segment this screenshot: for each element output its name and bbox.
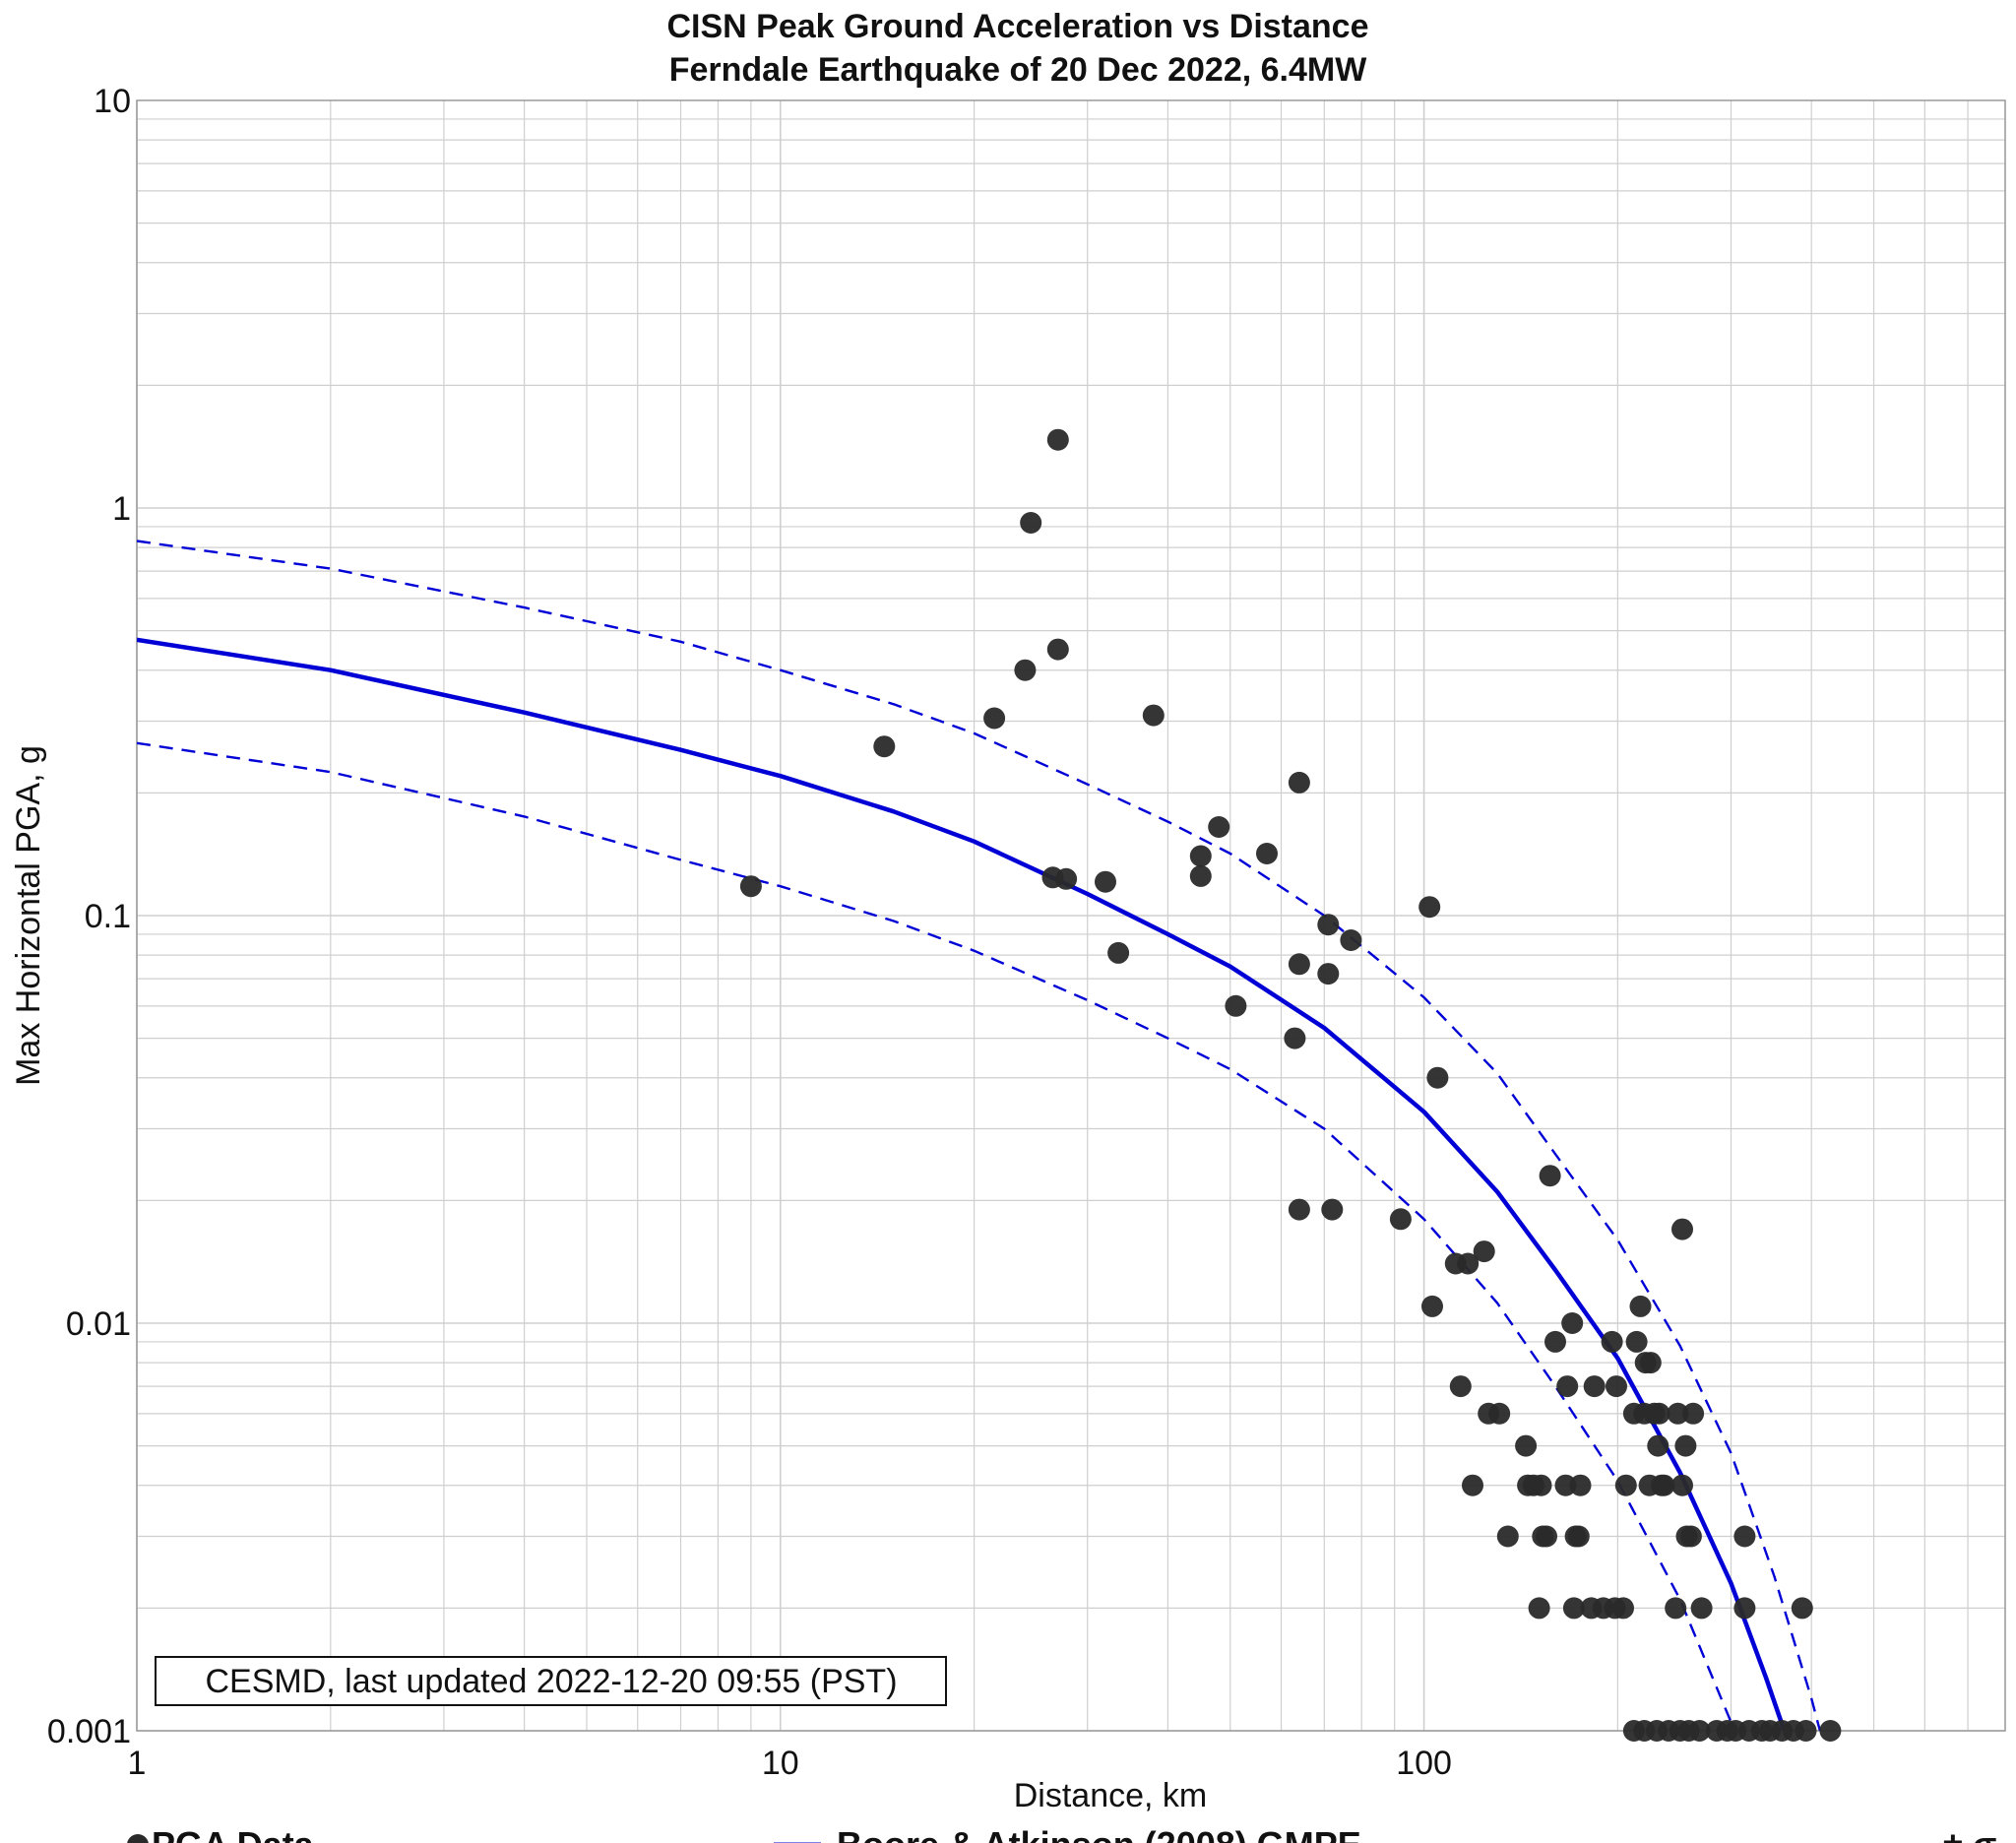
data-point (1614, 1474, 1637, 1496)
data-point (1418, 896, 1441, 919)
gmpe-curves (137, 540, 1822, 1731)
data-point (1317, 914, 1340, 936)
data-point (1046, 638, 1069, 661)
data-point (1648, 1402, 1670, 1425)
data-point (1208, 816, 1230, 838)
data-point (1539, 1165, 1561, 1187)
data-point (1612, 1597, 1634, 1620)
data-point (1288, 953, 1310, 976)
data-point (1536, 1525, 1557, 1548)
y-tick-label: 1 (112, 490, 131, 528)
data-point (1647, 1434, 1670, 1457)
data-point (1340, 929, 1362, 951)
chart-subtitle: Ferndale Earthquake of 20 Dec 2022, 6.4M… (669, 51, 1368, 89)
grid (136, 100, 2006, 1732)
data-point (1671, 1218, 1693, 1240)
data-point (1462, 1474, 1483, 1496)
data-point (739, 875, 762, 898)
data-point (1733, 1525, 1756, 1548)
data-point (1225, 994, 1247, 1017)
annotation-box: CESMD, last updated 2022-12-20 09:55 (PS… (155, 1656, 947, 1706)
data-point (1055, 867, 1078, 890)
legend-label-sigma: ± σ (1943, 1824, 1996, 1843)
y-tick-label: 10 (94, 83, 131, 120)
legend-label-gmpe: Boore & Atkinson (2008) GMPE (837, 1824, 1361, 1843)
sigma-line (137, 540, 1822, 1731)
data-point (1421, 1295, 1443, 1317)
data-point (1046, 428, 1069, 451)
y-tick-label: 0.01 (66, 1305, 131, 1343)
data-point (1530, 1474, 1552, 1496)
plot-frame (136, 99, 2006, 1732)
y-axis-label: Max Horizontal PGA, g (10, 745, 47, 1086)
data-point (1317, 963, 1340, 985)
data-point (1014, 659, 1037, 681)
data-point (1567, 1525, 1590, 1548)
data-point (1688, 1720, 1711, 1742)
data-point (1256, 843, 1278, 864)
data-point (1606, 1375, 1627, 1398)
data-point (1629, 1295, 1652, 1317)
data-point (1671, 1474, 1693, 1496)
data-point (1679, 1525, 1702, 1548)
data-point (1601, 1330, 1623, 1353)
data-point (1569, 1474, 1592, 1496)
x-axis-label: Distance, km (1014, 1777, 1208, 1814)
data-point (1562, 1597, 1585, 1620)
data-point (1284, 1027, 1306, 1049)
data-point (1625, 1330, 1648, 1353)
gmpe-line (137, 637, 1787, 1731)
data-point (1496, 1525, 1519, 1548)
data-point (1142, 704, 1165, 727)
pga-data-points (739, 428, 1842, 1742)
data-point (1426, 1066, 1449, 1089)
data-point (1583, 1375, 1606, 1398)
data-point (1791, 1597, 1813, 1620)
data-point (983, 707, 1006, 730)
data-point (1819, 1720, 1842, 1742)
data-point (1665, 1597, 1687, 1620)
data-point (1795, 1720, 1817, 1742)
data-point (1544, 1330, 1566, 1353)
data-point (1449, 1375, 1472, 1398)
sigma-line (137, 741, 1735, 1731)
x-tick-label: 10 (762, 1745, 799, 1782)
annotation-text: CESMD, last updated 2022-12-20 09:55 (PS… (205, 1663, 897, 1700)
chart-title: CISN Peak Ground Acceleration vs Distanc… (667, 8, 1369, 45)
data-point (1733, 1597, 1756, 1620)
data-point (1561, 1312, 1584, 1334)
data-point (1653, 1474, 1675, 1496)
data-point (1288, 1198, 1310, 1221)
data-point (1473, 1240, 1495, 1263)
legend-label-pga: PGA Data (152, 1824, 315, 1843)
data-point (1528, 1597, 1550, 1620)
data-point (1674, 1434, 1697, 1457)
data-point (1189, 864, 1212, 887)
data-point (1321, 1198, 1344, 1221)
data-point (1095, 870, 1116, 893)
legend: PGA Data Boore & Atkinson (2008) GMPE ± … (127, 1824, 1996, 1843)
legend-marker-pga (127, 1834, 149, 1843)
data-point (1667, 1402, 1689, 1425)
data-point (1690, 1597, 1713, 1620)
data-point (1288, 771, 1310, 794)
y-tick-labels: 0.001 0.01 0.1 1 10 (47, 83, 131, 1750)
data-point (1189, 845, 1212, 867)
data-point (1639, 1352, 1662, 1374)
x-tick-label: 100 (1396, 1745, 1452, 1782)
y-tick-label: 0.001 (47, 1713, 131, 1750)
data-point (1515, 1434, 1538, 1457)
data-point (1556, 1375, 1579, 1398)
data-point (1020, 512, 1042, 534)
y-tick-label: 0.1 (85, 898, 131, 935)
data-point (1457, 1252, 1480, 1275)
data-point (873, 735, 896, 758)
x-tick-labels: 1 10 100 (128, 1745, 1452, 1782)
data-point (1682, 1402, 1705, 1425)
data-point (1389, 1208, 1412, 1231)
x-tick-label: 1 (128, 1745, 147, 1782)
data-point (1107, 941, 1130, 964)
data-point (1488, 1402, 1511, 1425)
